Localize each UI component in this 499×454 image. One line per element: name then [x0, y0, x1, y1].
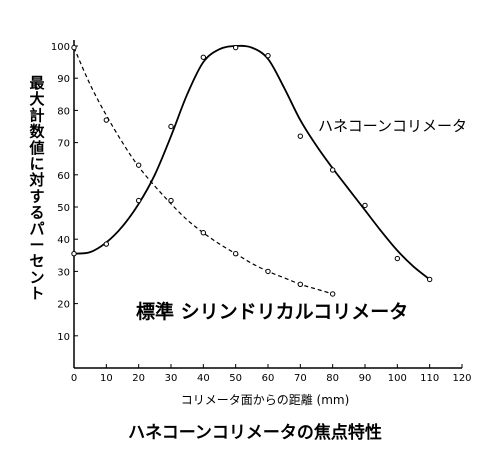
x-tick-label: 60 — [262, 373, 275, 384]
data-point-1 — [168, 197, 174, 204]
x-tick-label: 30 — [165, 373, 178, 384]
data-point-1 — [200, 230, 207, 236]
y-axis-label-char: す — [29, 187, 44, 205]
data-point-0 — [71, 250, 77, 257]
y-tick-label: 20 — [57, 300, 70, 311]
x-tick-label: 0 — [71, 373, 77, 384]
data-point-0 — [362, 202, 368, 209]
series-label-honeycomb: ハネコーンコリメータ — [318, 117, 467, 135]
y-tick-label: 40 — [57, 235, 70, 246]
data-point-1 — [71, 44, 77, 51]
x-tick-label: 40 — [197, 373, 210, 384]
x-tick-label: 20 — [132, 373, 145, 384]
y-axis-label-char: 最 — [29, 74, 45, 92]
x-tick-label: 70 — [294, 373, 307, 384]
y-tick-label: 80 — [57, 106, 70, 117]
y-axis-label-char: 対 — [28, 171, 44, 189]
x-axis-ticks: 0 10 20 30 40 50 60 70 80 90 100 110 120 — [71, 364, 472, 384]
y-axis-label-char: ン — [29, 268, 44, 286]
series-label-cylindrical: 標準 シリンドリカルコリメータ — [136, 300, 408, 323]
y-axis-label-char: ト — [29, 285, 44, 303]
y-axis-label-char: る — [29, 204, 44, 222]
x-tick-label: 90 — [359, 373, 372, 384]
series-line-1 — [73, 47, 333, 295]
data-point-0 — [135, 197, 142, 204]
y-tick-label: 50 — [57, 203, 70, 214]
data-point-0 — [103, 241, 110, 247]
data-point-0 — [265, 52, 271, 59]
y-axis-label-char: パ — [29, 220, 44, 238]
data-point-0 — [200, 54, 207, 60]
y-tick-label: 30 — [57, 267, 70, 278]
x-tick-label: 10 — [100, 373, 113, 384]
data-point-1 — [103, 117, 110, 123]
chart-title: ハネコーンコリメータの焦点特性 — [128, 422, 382, 443]
y-tick-label: 90 — [57, 74, 70, 85]
series-line-0 — [73, 44, 431, 281]
data-point-0 — [394, 255, 401, 262]
data-point-1 — [329, 291, 336, 297]
data-point-0 — [297, 133, 304, 139]
y-tick-label: 70 — [57, 139, 70, 150]
y-tick-label: 60 — [57, 171, 70, 182]
x-tick-label: 110 — [420, 373, 439, 384]
y-axis-label-char: に — [29, 155, 44, 173]
x-axis-label: コリメータ面からの距離 (mm) — [181, 393, 350, 407]
data-point-0 — [329, 167, 336, 173]
y-axis-label-char: 大 — [29, 90, 44, 108]
x-tick-label: 100 — [388, 373, 407, 384]
y-tick-label: 100 — [51, 42, 70, 53]
data-point-1 — [265, 268, 271, 275]
data-point-1 — [297, 281, 304, 287]
x-tick-label: 120 — [452, 373, 471, 384]
y-axis-label-char: 数 — [29, 123, 45, 141]
y-tick-label: 10 — [57, 332, 70, 343]
y-axis-label-char: ー — [29, 236, 44, 254]
data-point-1 — [135, 162, 142, 168]
data-point-0 — [426, 276, 433, 283]
chart-series — [71, 44, 433, 297]
x-tick-label: 50 — [229, 373, 242, 384]
y-axis-label-char: セ — [29, 252, 44, 270]
y-axis-label-char: 計 — [29, 106, 44, 124]
y-axis-ticks: 100 90 80 70 60 50 40 30 20 10 — [51, 42, 78, 343]
x-tick-label: 80 — [326, 373, 339, 384]
data-point-1 — [232, 250, 239, 257]
data-point-0 — [232, 44, 239, 51]
data-point-0 — [168, 123, 174, 130]
y-axis-label-char: 値 — [28, 139, 44, 157]
